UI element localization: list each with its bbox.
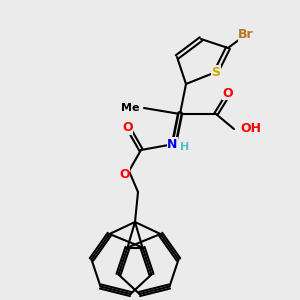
- Text: OH: OH: [240, 122, 261, 136]
- Text: O: O: [223, 86, 233, 100]
- Text: O: O: [122, 121, 133, 134]
- Text: H: H: [180, 142, 189, 152]
- Text: N: N: [167, 137, 178, 151]
- Text: O: O: [119, 167, 130, 181]
- Text: S: S: [212, 65, 220, 79]
- Text: Br: Br: [238, 28, 254, 41]
- Text: Me: Me: [121, 103, 140, 113]
